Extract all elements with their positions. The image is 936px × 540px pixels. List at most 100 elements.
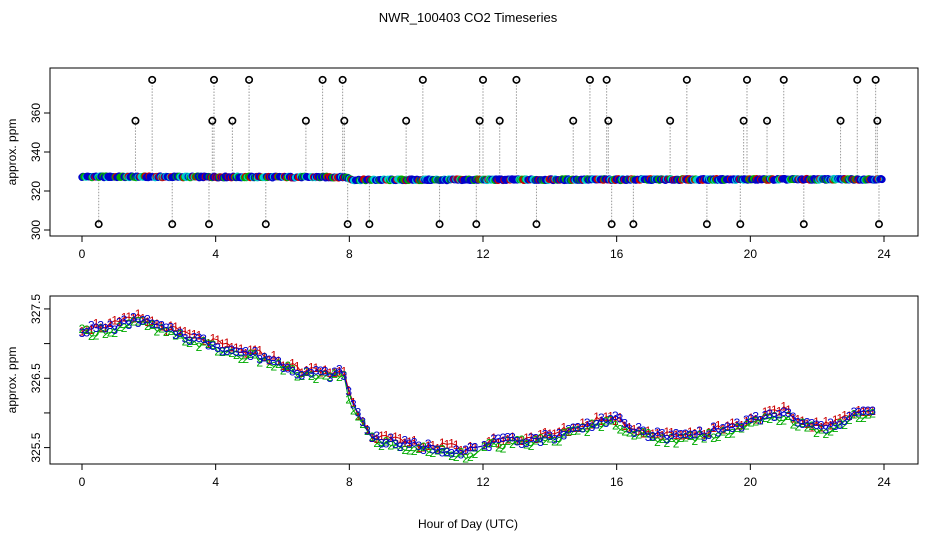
series-point-label: 1 <box>677 429 684 443</box>
series-point-label: 3 <box>364 424 371 438</box>
series-point-label: 1 <box>228 341 235 355</box>
series-point-label: 3 <box>607 412 614 426</box>
spike-point <box>435 220 444 229</box>
series-point-label: 3 <box>158 318 165 332</box>
series-point-label: 1 <box>500 434 507 448</box>
y-tick-label: 327.5 <box>29 294 43 324</box>
series-point-label: 3 <box>490 432 497 446</box>
series-point-label: 3 <box>486 440 493 454</box>
series-point-label: 1 <box>504 433 511 447</box>
series-point-label: 3 <box>762 408 769 422</box>
series-point-label: 1 <box>808 420 815 434</box>
series-point-label: 2 <box>546 431 553 445</box>
series-point-label: 2 <box>706 426 713 440</box>
series-point-label: 2 <box>603 414 610 428</box>
series-point-label: 1 <box>579 416 586 430</box>
series-point-label: 1 <box>430 438 437 452</box>
y-tick-label: 326.5 <box>29 363 43 393</box>
series-point-label: 3 <box>467 440 474 454</box>
series-point-label: 2 <box>869 406 876 420</box>
series-point-label: 1 <box>556 425 563 439</box>
series-point-label: 1 <box>294 359 301 373</box>
series-point-label: 3 <box>458 447 465 461</box>
series-point-label: 1 <box>841 408 848 422</box>
series-point-label: 1 <box>458 444 465 458</box>
series-point-label: 3 <box>130 310 137 324</box>
series-point-label: 2 <box>692 434 699 448</box>
series-point-label: 3 <box>495 432 502 446</box>
series-point-label: 1 <box>434 441 441 455</box>
series-point-label: 1 <box>373 432 380 446</box>
series-point-label: 3 <box>677 428 684 442</box>
series-point-label: 3 <box>565 422 572 436</box>
series-point-label: 2 <box>617 423 624 437</box>
series-point-label: 2 <box>472 447 479 461</box>
series-point-label: 3 <box>322 365 329 379</box>
series-point-label: 3 <box>214 341 221 355</box>
spike-point <box>779 75 788 84</box>
series-point-label: 2 <box>467 450 474 464</box>
series-point-label: 1 <box>233 341 240 355</box>
series-point-label: 2 <box>144 319 151 333</box>
series-point-label: 1 <box>331 366 338 380</box>
series-point-label: 1 <box>256 343 263 357</box>
series-point-label: 2 <box>93 329 100 343</box>
y-tick-label: 300 <box>29 220 43 240</box>
spike-point <box>736 220 745 229</box>
series-point-label: 2 <box>743 418 750 432</box>
series-point-label: 3 <box>420 443 427 457</box>
series-point-label: 3 <box>177 326 184 340</box>
series-point-label: 2 <box>322 368 329 382</box>
series-point-label: 3 <box>621 417 628 431</box>
series-point-label: 1 <box>224 336 231 350</box>
panel2-ylabel: approx. ppm <box>5 347 19 414</box>
series-point-label: 1 <box>392 430 399 444</box>
series-point-label: 1 <box>631 423 638 437</box>
x-axis-label: Hour of Day (UTC) <box>418 517 518 531</box>
series-point-label: 2 <box>331 367 338 381</box>
series-point-label: 1 <box>776 404 783 418</box>
series-point-label: 1 <box>444 437 451 451</box>
series-point-label: 2 <box>242 352 249 366</box>
series-point-label: 1 <box>827 418 834 432</box>
series-point-label: 3 <box>238 345 245 359</box>
panel1-connectors <box>98 79 880 225</box>
series-point-label: 3 <box>378 436 385 450</box>
series-point-label: 1 <box>130 312 137 326</box>
series-point-label: 2 <box>238 352 245 366</box>
series-point-label: 3 <box>523 436 530 450</box>
series-point-label: 2 <box>677 431 684 445</box>
series-point-label: 2 <box>125 317 132 331</box>
spike-point <box>475 116 484 125</box>
series-point-label: 2 <box>256 356 263 370</box>
series-point-label: 1 <box>200 334 207 348</box>
series-point-label: 1 <box>125 310 132 324</box>
series-point-label: 3 <box>107 318 114 332</box>
series-point-label: 1 <box>584 419 591 433</box>
series-point-label: 3 <box>813 418 820 432</box>
series-point-label: 3 <box>617 411 624 425</box>
series-point-label: 1 <box>813 415 820 429</box>
series-point-label: 1 <box>734 419 741 433</box>
series-point-label: 2 <box>79 322 86 336</box>
series-point-label: 2 <box>453 450 460 464</box>
series-point-label: 2 <box>83 323 90 337</box>
series-point-label: 3 <box>83 326 90 340</box>
x-tick-label: 12 <box>476 247 490 261</box>
series-point-label: 1 <box>289 356 296 370</box>
series-point-label: 2 <box>303 365 310 379</box>
series-point-label: 3 <box>397 440 404 454</box>
series-point-label: 1 <box>668 426 675 440</box>
series-point-label: 1 <box>196 328 203 342</box>
series-point-label: 3 <box>285 361 292 375</box>
series-point-label: 1 <box>448 437 455 451</box>
series-point-label: 3 <box>205 339 212 353</box>
spike-point <box>871 75 880 84</box>
series-point-label: 3 <box>715 426 722 440</box>
series-point-label: 2 <box>490 436 497 450</box>
series-point-label: 3 <box>401 434 408 448</box>
series-point-label: 1 <box>238 342 245 356</box>
panel1-baseline-points <box>78 172 886 185</box>
series-point-label: 3 <box>219 344 226 358</box>
